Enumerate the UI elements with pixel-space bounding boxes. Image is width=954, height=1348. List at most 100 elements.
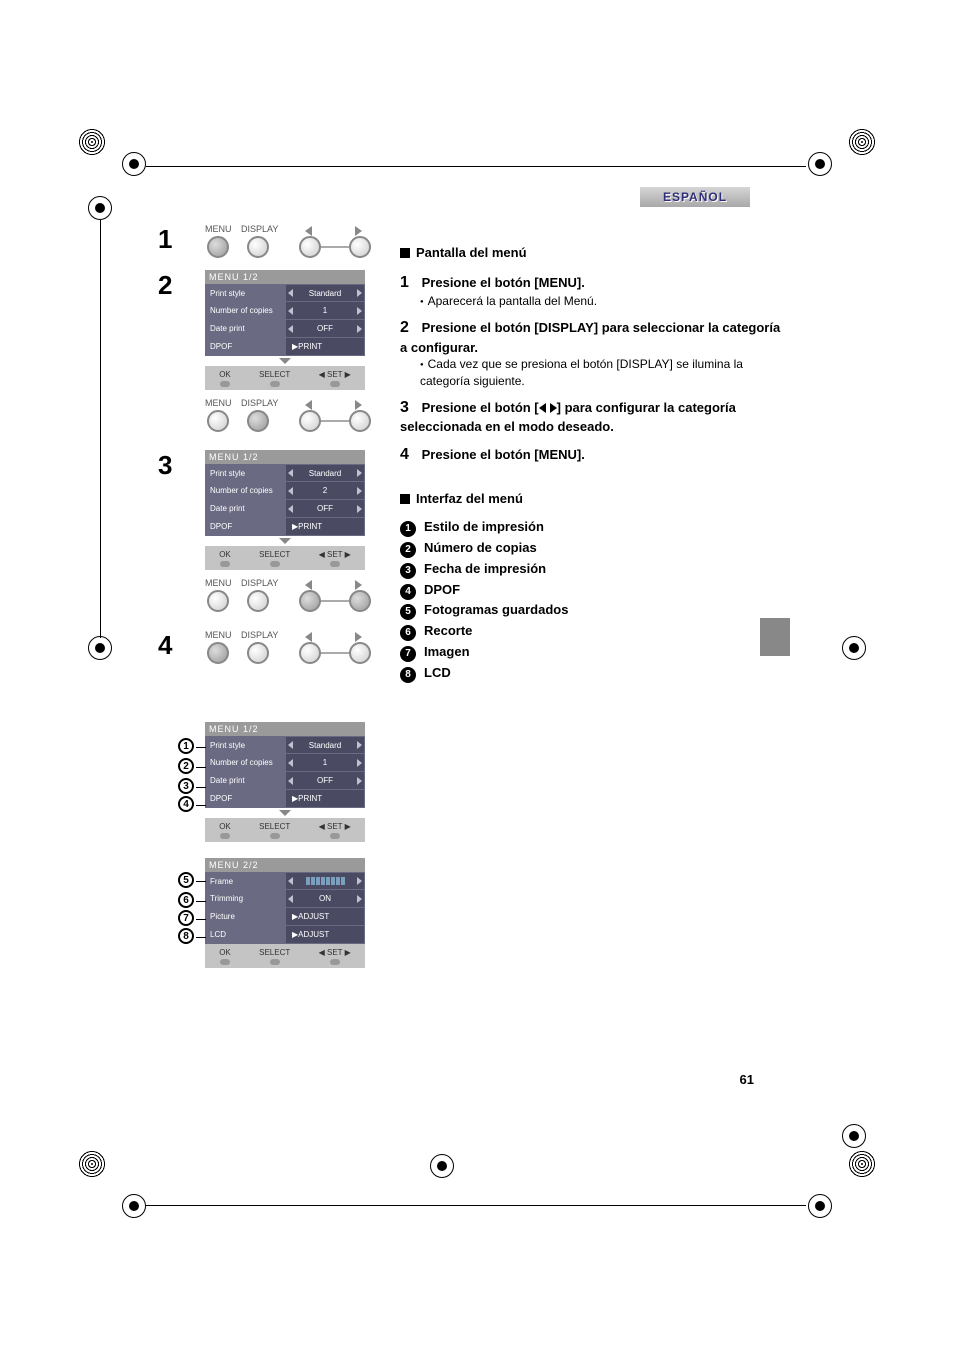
iface-item-4: 4DPOF [400,580,790,601]
lcd-label: Picture [206,908,286,925]
left-arrow-icon [305,632,312,642]
callout-badge-6: 6 [178,892,194,908]
callout-badge-2: 2 [178,758,194,774]
step-number-3: 3 [158,450,172,481]
iface-item-7: 7Imagen [400,642,790,663]
callout-badge-7: 7 [178,910,194,926]
menu-button-label: MENU [205,630,232,640]
button-row-3: MENU DISPLAY [205,578,405,618]
right-button[interactable] [349,236,371,258]
left-button[interactable] [299,410,321,432]
lcd-value: OFF [286,500,364,517]
left-button[interactable] [299,236,321,258]
button-link [321,420,349,422]
instruction-1: 1 Presione el botón [MENU]. Aparecerá la… [400,272,790,310]
callout-line [196,747,206,748]
button-row-2: MENU DISPLAY [205,398,405,438]
iface-item-2: 2Número de copias [400,538,790,559]
lcd-row-frame: Frame [205,872,365,890]
crop-target [842,636,866,660]
step-number-1: 1 [158,224,172,255]
callout-badge-5: 5 [178,872,194,888]
crop-target [808,152,832,176]
lcd-label: Number of copies [206,302,286,319]
lcd-row-picture: Picture ▶ADJUST [205,908,365,926]
callout-line [196,937,206,938]
interface-section: Interfaz del menú 1Estilo de impresión 2… [400,490,790,684]
right-triangle-icon [550,403,557,413]
right-arrow-icon [355,226,362,236]
lcd-footer: OK SELECT ◀ SET ▶ [205,546,365,570]
section-title-interface: Interfaz del menú [400,490,790,508]
lcd-value: ON [286,890,364,907]
square-bullet-icon [400,494,410,504]
display-button[interactable] [247,236,269,258]
menu-button[interactable] [207,642,229,664]
lcd-value: ▶ADJUST [286,926,364,943]
lcd-label: Print style [206,285,286,301]
menu-button[interactable] [207,236,229,258]
crop-line [146,166,806,167]
lcd-footer: OK SELECT ◀ SET ▶ [205,818,365,842]
menu-button-label: MENU [205,224,232,234]
lcd-label: DPOF [206,790,286,807]
language-badge: ESPAÑOL [640,187,750,207]
lcd-row-print-style: Print style Standard [205,464,365,482]
display-button[interactable] [247,642,269,664]
lcd-label: DPOF [206,338,286,355]
lcd-row-copies: Number of copies 1 [205,302,365,320]
crop-target [88,196,112,220]
lcd-panel-callout-2: MENU 2/2 Frame Trimming ON Picture ▶ADJU… [205,858,365,968]
lcd-row-print-style: Print style Standard [205,284,365,302]
lcd-row-dpof: DPOF ▶PRINT [205,338,365,356]
lcd-row-dpof: DPOF ▶PRINT [205,518,365,536]
iface-item-8: 8LCD [400,663,790,684]
lcd-value: ▶ADJUST [286,908,364,925]
display-button[interactable] [247,410,269,432]
crop-target [88,636,112,660]
display-button-label: DISPLAY [241,224,278,234]
lcd-footer: OK SELECT ◀ SET ▶ [205,944,365,968]
lcd-header: MENU 1/2 [205,270,365,284]
instruction-2: 2 Presione el botón [DISPLAY] para selec… [400,317,790,389]
crop-target [808,1194,832,1218]
lcd-panel-step3: MENU 1/2 Print style Standard Number of … [205,450,365,570]
lcd-label: DPOF [206,518,286,535]
lcd-header: MENU 1/2 [205,450,365,464]
step-number-2: 2 [158,270,172,301]
right-button[interactable] [349,410,371,432]
lcd-value: OFF [286,320,364,337]
lcd-value-frame [286,873,364,889]
right-arrow-icon [355,632,362,642]
right-button[interactable] [349,590,371,612]
lcd-label: Trimming [206,890,286,907]
left-button[interactable] [299,642,321,664]
callout-line [196,787,206,788]
menu-button[interactable] [207,410,229,432]
lcd-label: Date print [206,320,286,337]
crop-target [122,152,146,176]
lcd-row-date: Date print OFF [205,772,365,790]
instruction-1-sub: Aparecerá la pantalla del Menú. [420,293,790,309]
step-number-4: 4 [158,630,172,661]
crop-ornament [848,1150,876,1178]
lcd-header: MENU 1/2 [205,722,365,736]
square-bullet-icon [400,248,410,258]
lcd-label: LCD [206,926,286,943]
crop-line [100,220,101,638]
right-button[interactable] [349,642,371,664]
crop-ornament [78,1150,106,1178]
left-button[interactable] [299,590,321,612]
lcd-value: 2 [286,482,364,499]
crop-ornament [848,128,876,156]
lcd-value: 1 [286,754,364,771]
menu-button[interactable] [207,590,229,612]
button-link [321,246,349,248]
lcd-value: ▶PRINT [286,518,364,535]
right-arrow-icon [355,400,362,410]
lcd-row-lcd: LCD ▶ADJUST [205,926,365,944]
callout-badge-4: 4 [178,796,194,812]
display-button[interactable] [247,590,269,612]
lcd-label: Print style [206,737,286,753]
button-row-4: MENU DISPLAY [205,630,405,670]
